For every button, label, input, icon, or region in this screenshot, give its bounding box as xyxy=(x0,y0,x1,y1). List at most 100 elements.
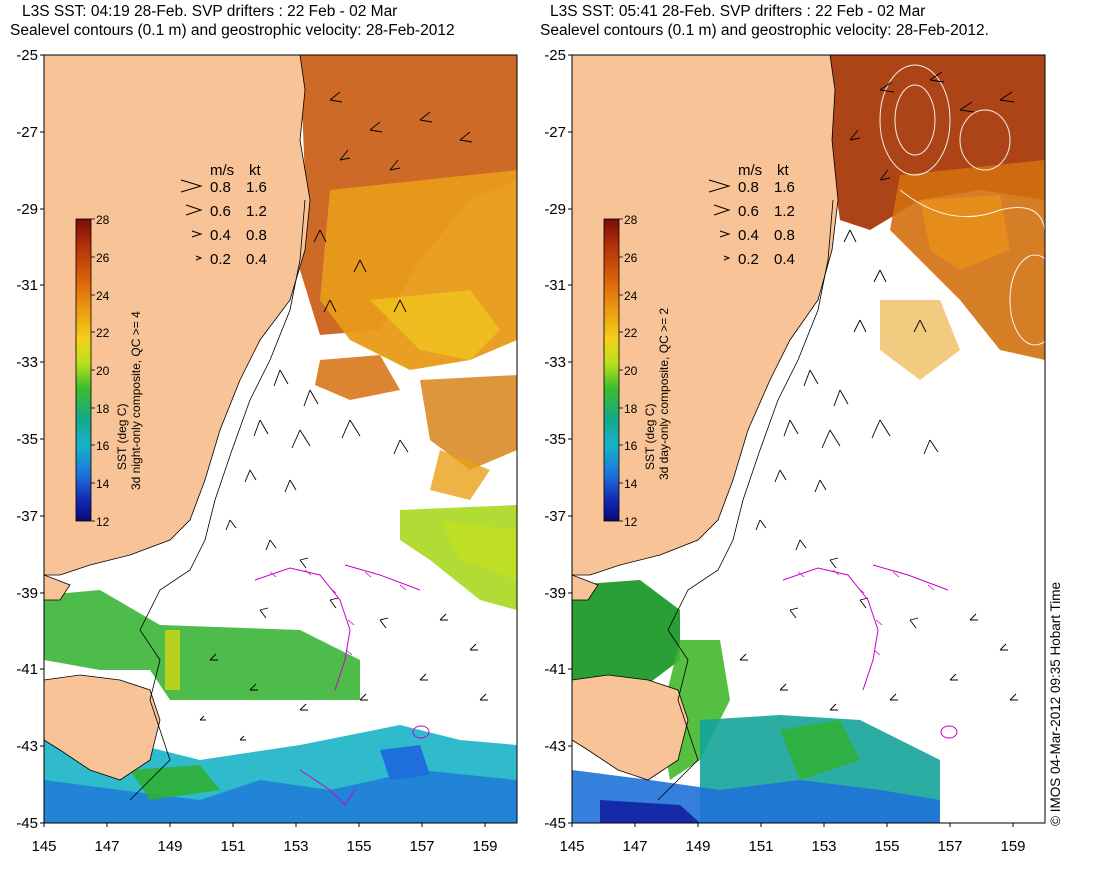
colorbar-tick-label: 14 xyxy=(624,477,638,491)
legend-ms: 0.2 xyxy=(210,251,231,268)
left-velocity-arrows xyxy=(199,91,488,741)
lat-label: -27 xyxy=(16,124,38,141)
lat-label: -43 xyxy=(16,738,38,755)
lon-label: 145 xyxy=(31,838,56,855)
legend-kt: 1.2 xyxy=(774,203,795,220)
colorbar-tick-label: 16 xyxy=(96,439,110,453)
colorbar-tick-label: 12 xyxy=(624,515,638,529)
legend-kt: 0.8 xyxy=(246,227,267,244)
colorbar-tick-label: 28 xyxy=(624,213,638,227)
lon-label: 155 xyxy=(874,838,899,855)
lat-label: -41 xyxy=(16,661,38,678)
right-title-line2: Sealevel contours (0.1 m) and geostrophi… xyxy=(540,22,989,39)
colorbar-tick-label: 22 xyxy=(96,326,110,340)
lat-label: -43 xyxy=(544,738,566,755)
lat-label: -31 xyxy=(544,277,566,294)
colorbar-title: SST (deg C) xyxy=(643,404,657,470)
left-map xyxy=(43,54,518,824)
colorbar-tick-label: 18 xyxy=(96,402,110,416)
right-drifter-markers xyxy=(797,569,935,656)
lon-label: 159 xyxy=(1000,838,1025,855)
colorbar-tick-label: 16 xyxy=(624,439,638,453)
colorbar-tick-label: 14 xyxy=(96,477,110,491)
colorbar-tick-label: 22 xyxy=(624,326,638,340)
legend-header-ms: m/s xyxy=(738,162,762,179)
lat-label: -33 xyxy=(544,354,566,371)
legend-kt: 1.6 xyxy=(774,179,795,196)
legend-ms: 0.4 xyxy=(738,227,759,244)
lat-label: -39 xyxy=(16,585,38,602)
right-velocity-arrows xyxy=(739,71,1018,711)
legend-header-kt: kt xyxy=(777,162,790,179)
lat-label: -45 xyxy=(16,815,38,832)
legend-arrow-glyphs xyxy=(180,179,731,261)
lon-label: 151 xyxy=(748,838,773,855)
legend-ms: 0.6 xyxy=(210,203,231,220)
lon-label: 157 xyxy=(409,838,434,855)
legend-kt: 0.4 xyxy=(246,251,267,268)
lon-label: 149 xyxy=(685,838,710,855)
axis-ticks xyxy=(40,54,1014,827)
right-title-line1: L3S SST: 05:41 28-Feb. SVP drifters : 22… xyxy=(550,3,926,20)
left-sst-layer xyxy=(44,55,517,823)
colorbar-tick-label: 26 xyxy=(96,251,110,265)
lon-label: 153 xyxy=(811,838,836,855)
lat-label: -37 xyxy=(16,508,38,525)
legend-kt: 1.2 xyxy=(246,203,267,220)
legend-ms: 0.8 xyxy=(738,179,759,196)
legend-header-kt: kt xyxy=(249,162,262,179)
lon-label: 147 xyxy=(622,838,647,855)
left-land xyxy=(44,55,311,781)
lat-label: -39 xyxy=(544,585,566,602)
colorbar-tick-label: 18 xyxy=(624,402,638,416)
lon-label: 145 xyxy=(559,838,584,855)
right-land xyxy=(572,55,839,781)
lat-label: -29 xyxy=(544,201,566,218)
lon-label: 147 xyxy=(94,838,119,855)
right-colorbar xyxy=(603,218,620,522)
lat-label: -27 xyxy=(544,124,566,141)
lon-label: 153 xyxy=(283,838,308,855)
right-sealevel-contours xyxy=(879,64,1045,346)
colorbar-subtitle: 3d day-only composite, QC >= 2 xyxy=(657,308,671,480)
lon-label: 155 xyxy=(346,838,371,855)
right-map xyxy=(571,54,1046,824)
lon-label: 157 xyxy=(937,838,962,855)
legend-ms: 0.4 xyxy=(210,227,231,244)
left-drifter-markers xyxy=(269,569,407,656)
lat-label: -29 xyxy=(16,201,38,218)
colorbar-tick-label: 26 xyxy=(624,251,638,265)
legend-kt: 0.8 xyxy=(774,227,795,244)
right-sst-layer xyxy=(572,55,1045,823)
legend-kt: 0.4 xyxy=(774,251,795,268)
colorbar-tick-label: 12 xyxy=(96,515,110,529)
lat-label: -41 xyxy=(544,661,566,678)
right-drifter-tracks xyxy=(782,564,958,739)
colorbar-tick-label: 28 xyxy=(96,213,110,227)
lat-label: -45 xyxy=(544,815,566,832)
lat-label: -25 xyxy=(544,47,566,64)
legend-ms: 0.2 xyxy=(738,251,759,268)
lon-label: 149 xyxy=(157,838,182,855)
lon-label: 159 xyxy=(472,838,497,855)
left-title-line1: L3S SST: 04:19 28-Feb. SVP drifters : 22… xyxy=(22,3,398,20)
lon-label: 151 xyxy=(220,838,245,855)
imos-credit: © IMOS 04-Mar-2012 09:35 Hobart Time xyxy=(1048,581,1063,826)
left-colorbar xyxy=(75,218,92,522)
colorbar-title: SST (deg C) xyxy=(115,404,129,470)
legend-ms: 0.6 xyxy=(738,203,759,220)
colorbar-tick-label: 20 xyxy=(624,364,638,378)
left-title-line2: Sealevel contours (0.1 m) and geostrophi… xyxy=(10,22,455,39)
lat-label: -31 xyxy=(16,277,38,294)
colorbar-tick-label: 24 xyxy=(624,289,638,303)
colorbar-tick-label: 20 xyxy=(96,364,110,378)
lat-label: -35 xyxy=(16,431,38,448)
lat-label: -37 xyxy=(544,508,566,525)
colorbar-subtitle: 3d night-only composite, QC >= 4 xyxy=(129,311,143,490)
legend-ms: 0.8 xyxy=(210,179,231,196)
legend-header-ms: m/s xyxy=(210,162,234,179)
lat-label: -33 xyxy=(16,354,38,371)
left-drifter-tracks xyxy=(254,564,430,806)
colorbar-tick-label: 24 xyxy=(96,289,110,303)
